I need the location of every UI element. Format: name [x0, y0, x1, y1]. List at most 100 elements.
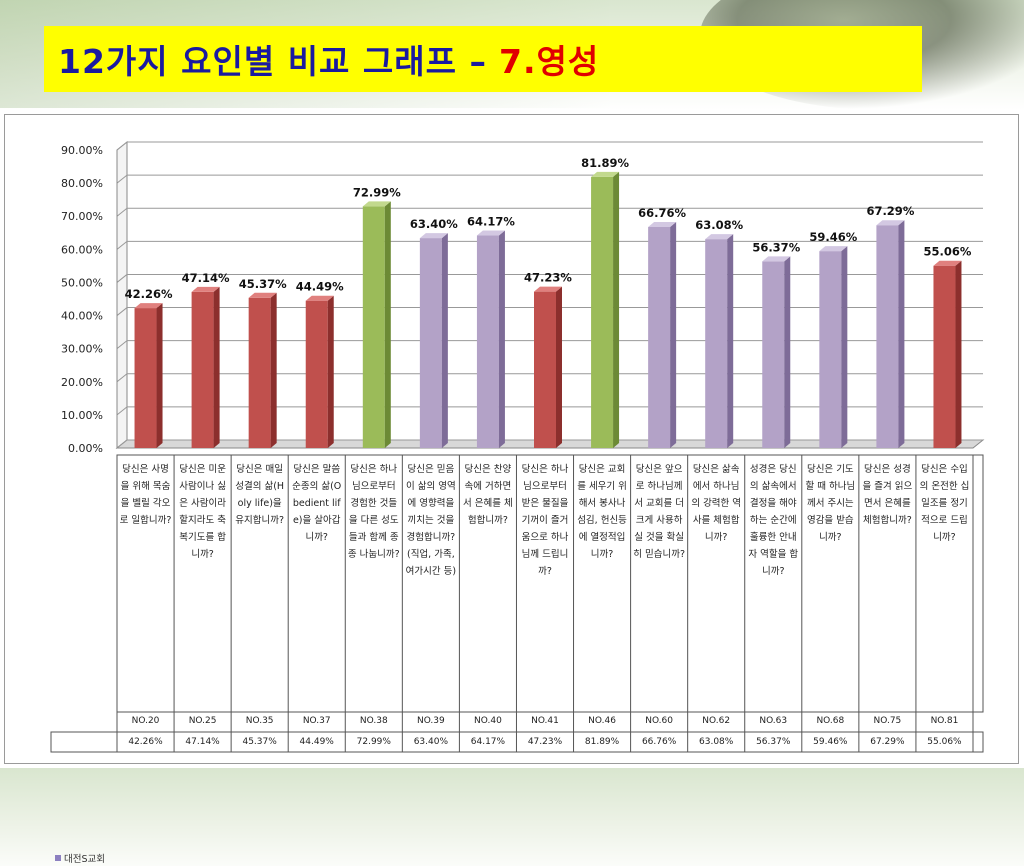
question-number: NO.40 — [474, 716, 502, 726]
question-number: NO.37 — [302, 716, 331, 726]
legend-entry: 대전S교회 — [55, 850, 125, 866]
title-main: 12가지 요인별 비교 그래프 – — [58, 42, 487, 81]
legend-label: 대전S교회 — [64, 854, 105, 865]
legend-swatch — [55, 855, 61, 861]
question-number: NO.41 — [531, 716, 559, 726]
category-label: 당신은 수입의 온전한 십일조를 정기적으로 드립니까? — [919, 464, 970, 543]
bar — [933, 265, 956, 448]
bar-side — [784, 256, 791, 448]
y-tick-label: 30.00% — [61, 343, 103, 356]
bar-top — [362, 201, 391, 207]
question-number: NO.25 — [188, 716, 217, 726]
data-label: 56.37% — [752, 240, 800, 254]
question-number: NO.68 — [816, 716, 845, 726]
category-label: 당신은 앞으로 하나님께서 교회를 더 크게 사용하실 것을 확실히 믿습니까? — [633, 464, 685, 560]
table-value-cell: 47.14% — [185, 737, 220, 747]
bar-side — [727, 234, 734, 448]
category-label: 당신은 미운 사람이나 싫은 사람이라 할지라도 축복기도를 합니까? — [179, 464, 226, 560]
bar-top — [591, 171, 620, 177]
question-number: NO.63 — [759, 716, 788, 726]
category-label: 당신은 기도할 때 하나님께서 주시는 영감을 받습니까? — [805, 464, 856, 543]
bar-side — [841, 246, 848, 448]
question-number: NO.46 — [588, 716, 616, 726]
table-value-cell: 42.26% — [128, 737, 163, 747]
bar-side — [670, 221, 677, 448]
category-label: 당신은 믿음이 삶의 영역에 영향력을 끼치는 것을 경험합니까?(직업, 가족… — [405, 464, 457, 577]
category-label: 성경은 당신의 삶속에서 결정을 해야 하는 순간에 훌륭한 안내자 역할을 합… — [748, 464, 799, 577]
data-label: 64.17% — [467, 215, 515, 229]
bar-top — [762, 256, 791, 262]
table-value-cell: 67.29% — [870, 737, 905, 747]
bar — [762, 261, 785, 448]
bar-top — [476, 230, 505, 236]
question-number: NO.60 — [645, 716, 673, 726]
bar-side — [955, 260, 962, 448]
bar — [134, 308, 157, 448]
bar — [876, 225, 899, 448]
table-value-cell: 56.37% — [756, 737, 791, 747]
bar — [362, 206, 385, 448]
data-label: 59.46% — [809, 230, 857, 244]
data-label: 66.76% — [638, 206, 686, 220]
bar — [705, 239, 728, 448]
bar-side — [613, 171, 620, 448]
table-value-cell: 55.06% — [927, 737, 962, 747]
question-number: NO.39 — [416, 716, 445, 726]
data-label: 63.08% — [695, 218, 743, 232]
y-tick-label: 80.00% — [61, 177, 103, 190]
bar — [305, 300, 328, 448]
gridline-depth — [116, 373, 128, 383]
category-label: 당신은 사명을 위해 목숨을 벨릴 각오로 일합니까? — [119, 464, 172, 526]
gridline-depth — [116, 207, 128, 217]
bar-side — [556, 286, 562, 448]
bar-side — [898, 220, 905, 448]
category-label: 당신은 삶속에서 하나님의 강력한 역사를 체험합니까? — [691, 464, 742, 543]
chart-panel: 0.00% 10.00% 20.00% 30.00% 40.00% 50.00% 60.00… — [4, 114, 1019, 865]
bar — [591, 176, 614, 448]
y-tick-label: 90.00% — [61, 144, 103, 157]
data-label: 45.37% — [239, 277, 287, 291]
gridline-depth — [116, 141, 128, 151]
bar-top — [534, 286, 562, 292]
gridline-depth — [116, 240, 128, 250]
data-label: 42.26% — [125, 287, 173, 301]
table-value-cell: 66.76% — [641, 737, 677, 747]
bar-side — [441, 233, 448, 448]
page-title: 12가지 요인별 비교 그래프 – 7.영성 — [44, 26, 922, 92]
title-accent: 7.영성 — [498, 42, 600, 81]
y-tick-label: 20.00% — [61, 376, 103, 389]
y-tick-label: 10.00% — [61, 409, 103, 422]
bar-top — [248, 292, 277, 298]
question-number: NO.75 — [873, 716, 902, 726]
question-number: NO.38 — [359, 716, 388, 726]
bar-top — [134, 303, 163, 309]
y-tick-label: 50.00% — [61, 276, 103, 289]
data-label: 47.23% — [524, 271, 572, 285]
data-label: 47.14% — [182, 271, 230, 285]
category-label: 당신은 말씀 순종의 삶(Obedient life)을 살아갑니까? — [292, 464, 342, 543]
data-label: 44.49% — [296, 280, 344, 294]
bar-side — [327, 295, 334, 448]
bar-top — [305, 295, 334, 301]
data-label: 67.29% — [866, 204, 914, 218]
bar — [419, 238, 442, 448]
bar-top — [705, 234, 734, 240]
table-value-cell: 44.49% — [299, 737, 334, 747]
bar-top — [933, 260, 962, 266]
question-number: NO.81 — [930, 716, 959, 726]
data-label: 81.89% — [581, 156, 629, 170]
bar — [248, 297, 271, 448]
question-number: NO.62 — [702, 716, 731, 726]
table-value-cell: 72.99% — [356, 737, 391, 747]
table-value-cell: 64.17% — [470, 737, 506, 747]
category-label: 당신은 하나님으로부터 경험한 것들을 다른 성도들과 함께 종종 나눕니까? — [347, 464, 400, 560]
bar-side — [270, 292, 277, 448]
data-label: 72.99% — [353, 185, 401, 199]
bar-side — [213, 286, 220, 448]
bar — [648, 226, 671, 448]
table-value-cell: 63.40% — [413, 737, 449, 747]
bar — [191, 291, 214, 448]
y-tick-label: 60.00% — [61, 243, 103, 256]
data-label: 63.40% — [410, 217, 458, 231]
gridline-depth — [116, 340, 128, 350]
